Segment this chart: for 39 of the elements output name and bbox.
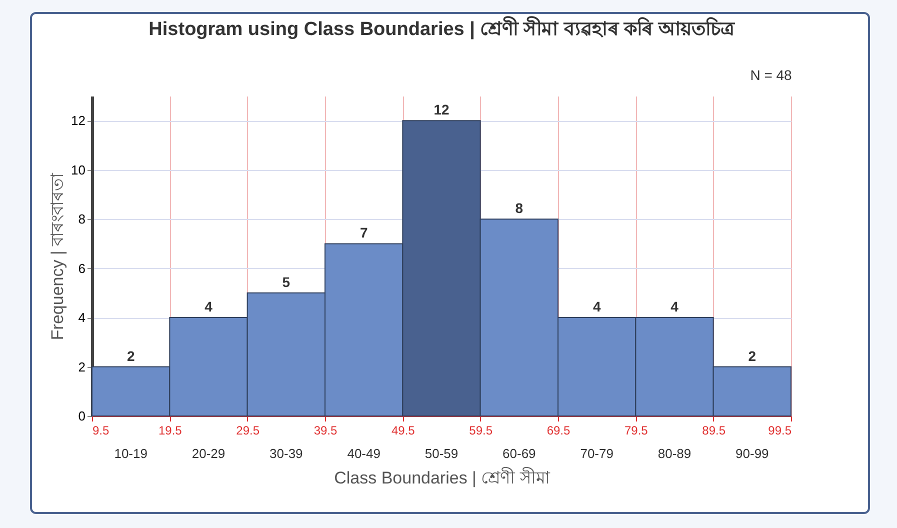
data-label: 8: [515, 200, 524, 216]
text: 60-69: [502, 446, 536, 461]
y-tick-label: 0: [78, 408, 86, 424]
text: 80-89: [658, 446, 692, 461]
x-tick-label: 89.5: [702, 424, 726, 438]
x-tick-label: 39.5: [314, 424, 338, 438]
y-tick-label: 8: [78, 212, 86, 227]
x-tick-label: 59.5: [469, 424, 493, 438]
y-tick-label: 6: [78, 260, 86, 276]
y-axis-title: Frequency | বাৰংবাৰতা: [48, 172, 68, 340]
data-label: 7: [360, 224, 368, 241]
data-label: 2: [126, 348, 135, 364]
data-label: 4: [670, 298, 679, 315]
data-label: 4: [592, 298, 601, 315]
data-label: 2: [748, 348, 756, 364]
x-tick-label: 19.5: [158, 424, 182, 438]
x-tick-label: 69.5: [546, 424, 570, 438]
y-tick-label: 12: [71, 113, 86, 128]
data-label: 5: [282, 274, 290, 290]
x-tick-label: 9.5: [92, 424, 110, 438]
data-label: 4: [204, 298, 213, 315]
text: 20-29: [192, 446, 226, 461]
text: 70-79: [580, 446, 614, 461]
data-label: 12: [434, 102, 450, 118]
y-tick-label: 2: [78, 359, 86, 374]
x-tick-label: 99.5: [768, 424, 792, 438]
y-tick-label: 4: [78, 310, 86, 326]
text: 40-49: [347, 446, 380, 461]
text: N = 48: [750, 67, 792, 83]
text: 90-99: [736, 446, 769, 461]
x-axis-title: Class Boundaries | শ্ৰেণী সীমা: [334, 468, 551, 488]
chart-title: Histogram using Class Boundaries | শ্রেণী সীমা ব্যৱহাৰ কৰি আয়তচিত্ৰ: [148, 16, 736, 40]
text: 30-39: [270, 446, 303, 461]
text: 10-19: [114, 446, 148, 461]
x-tick-label: 79.5: [624, 424, 648, 438]
x-tick-label: 29.5: [236, 424, 260, 438]
y-tick-label: 10: [71, 162, 86, 178]
text: 50-59: [424, 446, 458, 461]
x-tick-label: 49.5: [391, 424, 416, 438]
